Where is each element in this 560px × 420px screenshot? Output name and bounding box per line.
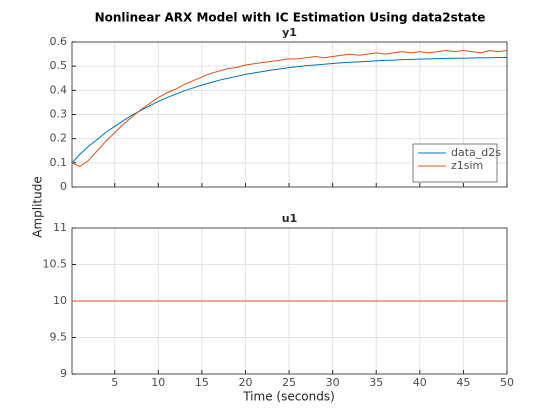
series-line [71,49,508,168]
x-tick-label: 40 [413,376,427,389]
y-tick-label: 0.3 [50,108,68,121]
legend-label: data_d2s [451,146,501,159]
x-tick-label: 25 [282,376,296,389]
y-tick-label: 10.5 [43,258,68,271]
x-tick-label: 45 [456,376,470,389]
legend-label: z1sim [451,159,483,172]
x-tick-label: 5 [111,376,118,389]
series-line [71,56,507,164]
subplot-title: y1 [282,26,297,39]
figure-title: Nonlinear ARX Model with IC Estimation U… [95,11,486,25]
x-axis-label: Time (seconds) [242,390,335,404]
y-tick-label: 10 [53,294,67,307]
x-tick-label: 15 [195,376,209,389]
legend-box [412,143,498,183]
x-tick-label: 30 [326,376,340,389]
subplot-title: u1 [282,212,298,225]
x-tick-label: 35 [369,376,383,389]
y-tick-label: 0.4 [50,83,68,96]
y-tick-label: 0.5 [50,59,68,72]
y-tick-label: 9.5 [50,331,68,344]
y-tick-label: 9 [60,367,67,380]
y-tick-label: 0.2 [50,132,68,145]
x-tick-label: 20 [238,376,252,389]
x-tick-label: 50 [500,376,514,389]
x-tick-label: 10 [151,376,165,389]
axes-box [71,41,508,188]
y-tick-label: 0.6 [50,35,68,48]
y-tick-label: 0 [60,180,67,193]
y-tick-label: 11 [53,221,67,234]
y-tick-label: 0.1 [50,156,68,169]
y-axis-label: Amplitude [31,176,45,238]
